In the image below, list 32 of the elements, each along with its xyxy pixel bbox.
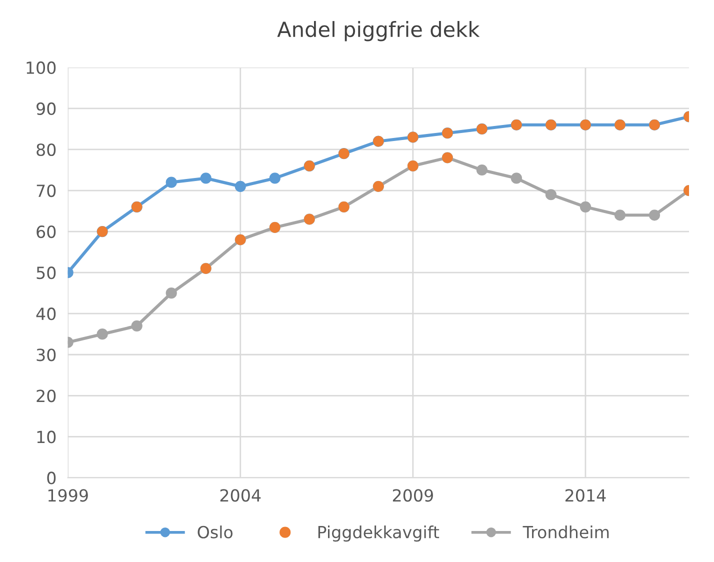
point — [648, 210, 660, 221]
point — [96, 328, 108, 340]
legend-label: Trondheim — [522, 526, 609, 538]
x-tick-label: 2014 — [565, 489, 606, 502]
point — [234, 180, 246, 192]
legend-label: Piggdekkavgift — [318, 526, 440, 542]
y-tick-label: 70 — [36, 184, 56, 198]
y-tick-label: 10 — [37, 430, 56, 444]
y-tick-label: 90 — [36, 102, 56, 116]
x-tick-label: 1999 — [48, 489, 88, 502]
x-tick-label: 2009 — [392, 489, 433, 502]
y-tick-label: 0 — [47, 472, 56, 484]
y-tick-label: 20 — [36, 390, 56, 402]
point — [614, 210, 626, 221]
y-tick-label: 40 — [36, 308, 56, 320]
y-tick-label: 80 — [36, 143, 56, 156]
y-tick-label: 100 — [26, 61, 56, 74]
point — [131, 320, 142, 332]
point — [476, 164, 488, 176]
point — [580, 201, 592, 212]
y-tick-label: 60 — [36, 226, 56, 238]
point — [166, 176, 177, 188]
point — [200, 172, 212, 184]
x-tick-label: 2004 — [220, 489, 261, 502]
point — [269, 172, 280, 184]
point — [545, 189, 557, 200]
point — [510, 172, 522, 184]
y-tick-label: 50 — [36, 266, 56, 280]
point — [166, 288, 177, 299]
y-tick-label: 30 — [36, 348, 56, 362]
legend-label: Oslo — [198, 526, 233, 538]
chart-title: Andel piggfrie dekk — [277, 21, 480, 42]
